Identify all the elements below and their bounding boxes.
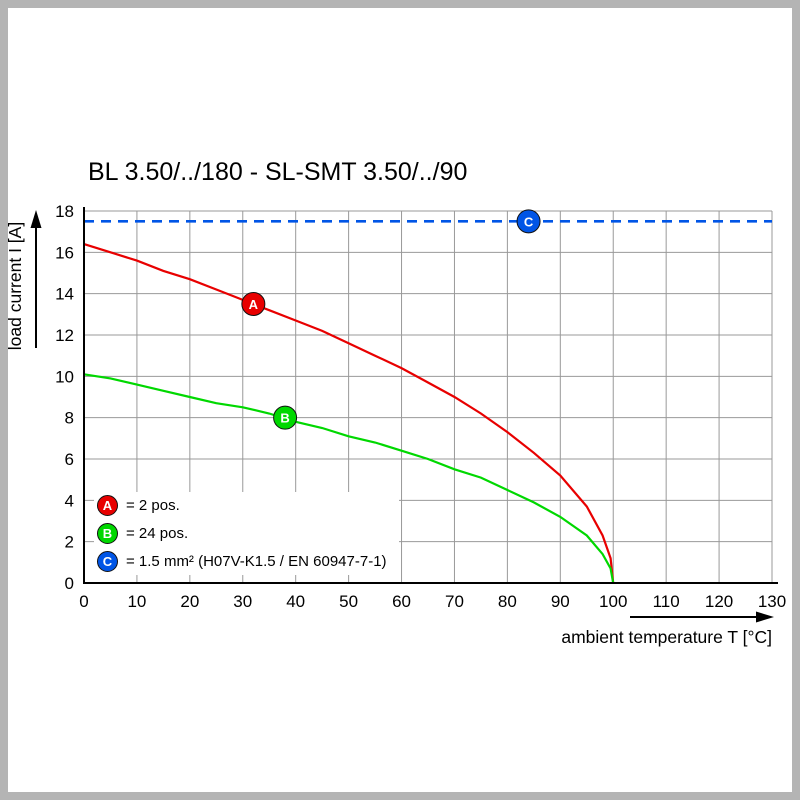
curve-marker-a: [241, 292, 266, 316]
x-tick-label: 50: [339, 592, 358, 611]
series-b-curve: [83, 373, 615, 584]
x-tick-label: 70: [445, 592, 464, 611]
x-tick-label: 90: [551, 592, 570, 611]
y-tick-label: 2: [65, 533, 74, 552]
legend-marker-b-icon: B: [97, 523, 118, 544]
legend-label-b: = 24 pos.: [126, 525, 189, 542]
legend-item-c: C = 1.5 mm² (H07V-K1.5 / EN 60947-7-1): [97, 551, 387, 572]
x-axis-arrow-head-icon: [756, 611, 774, 623]
x-tick-label: 120: [705, 592, 733, 611]
legend-marker-a-letter: A: [102, 498, 113, 513]
legend-marker-c-icon: C: [97, 551, 118, 572]
chart-legend: A = 2 pos. B = 24 pos. C = 1.5 mm² (H07V…: [94, 492, 399, 575]
y-tick-label: 4: [65, 491, 74, 510]
curve-marker-b: [273, 405, 298, 430]
y-tick-label: 14: [55, 285, 74, 304]
legend-item-a: A = 2 pos.: [97, 495, 387, 516]
y-tick-label: 0: [65, 574, 74, 593]
x-tick-label: 100: [599, 592, 627, 611]
curve-marker-c-letter: C: [524, 214, 534, 229]
legend-marker-c-letter: C: [102, 554, 113, 569]
y-tick-label: 10: [55, 367, 74, 386]
x-tick-label: 0: [79, 592, 88, 611]
y-tick-label: 12: [55, 326, 74, 345]
legend-item-b: B = 24 pos.: [97, 523, 387, 544]
legend-marker-a-icon: A: [97, 495, 118, 516]
x-tick-label: 130: [758, 592, 786, 611]
curve-marker-b-letter: B: [280, 411, 289, 426]
y-tick-label: 16: [55, 243, 74, 262]
curve-marker-a-letter: A: [249, 297, 259, 312]
y-tick-label: 6: [65, 450, 74, 469]
x-axis-label: ambient temperature T [°C]: [561, 627, 772, 647]
chart-title: BL 3.50/../180 - SL-SMT 3.50/../90: [88, 158, 468, 186]
x-tick-label: 110: [653, 592, 680, 611]
y-tick-label: 18: [55, 202, 74, 221]
legend-label-c: = 1.5 mm² (H07V-K1.5 / EN 60947-7-1): [126, 553, 387, 570]
curve-marker-c: [516, 209, 541, 234]
x-tick-label: 20: [180, 592, 199, 611]
x-tick-label: 30: [233, 592, 252, 611]
x-tick-label: 60: [392, 592, 411, 611]
legend-marker-b-letter: B: [102, 526, 113, 541]
x-tick-label: 40: [286, 592, 305, 611]
series-a-curve: [83, 243, 615, 584]
x-tick-label: 10: [127, 592, 146, 611]
legend-label-a: = 2 pos.: [126, 497, 180, 514]
x-tick-label: 80: [498, 592, 517, 611]
y-tick-label: 8: [65, 409, 74, 428]
y-axis-arrow-head-icon: [30, 210, 42, 228]
